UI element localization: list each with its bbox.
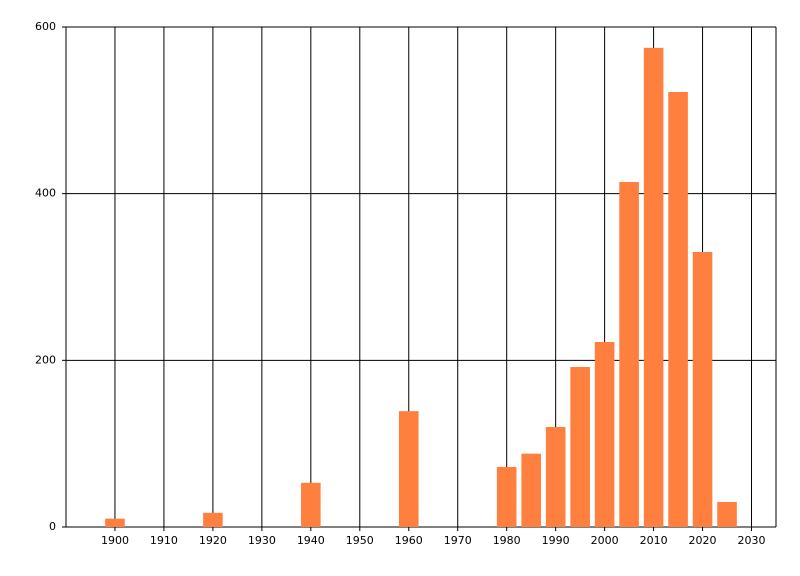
- x-tick-label: 2000: [591, 534, 619, 547]
- bar: [668, 92, 688, 527]
- x-tick-label: 1940: [297, 534, 325, 547]
- bar: [692, 252, 713, 527]
- bar: [717, 502, 737, 527]
- bar: [105, 518, 125, 527]
- x-tick-label: 1930: [248, 534, 276, 547]
- bar: [643, 47, 664, 527]
- x-tick-label: 1910: [150, 534, 178, 547]
- bar: [301, 482, 321, 527]
- y-tick-label: 200: [35, 353, 56, 366]
- x-tick-label: 2010: [640, 534, 668, 547]
- x-tick-label: 1960: [395, 534, 423, 547]
- x-tick-label: 1920: [199, 534, 227, 547]
- x-tick-label: 1970: [444, 534, 472, 547]
- bar: [398, 411, 419, 527]
- bar: [594, 342, 615, 527]
- x-tick-label: 1990: [542, 534, 570, 547]
- bar: [203, 512, 223, 527]
- y-tick-label: 400: [35, 187, 56, 200]
- x-tick-label: 2030: [738, 534, 766, 547]
- y-tick-label: 600: [35, 20, 56, 33]
- x-tick-label: 1900: [101, 534, 129, 547]
- bar: [619, 182, 639, 527]
- x-tick-label: 2020: [689, 534, 717, 547]
- bar: [570, 367, 590, 527]
- y-tick-label: 0: [49, 520, 56, 533]
- x-tick-label: 1980: [493, 534, 521, 547]
- bar: [521, 453, 541, 527]
- bar: [545, 427, 566, 527]
- x-tick-label: 1950: [346, 534, 374, 547]
- bar: [496, 467, 517, 527]
